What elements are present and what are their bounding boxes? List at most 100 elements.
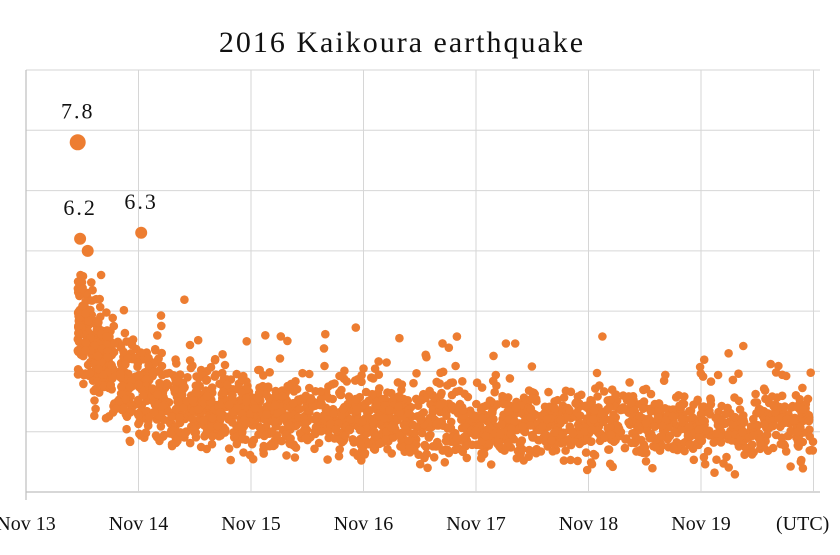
aftershock-point bbox=[795, 394, 804, 404]
aftershock-point bbox=[703, 446, 713, 456]
aftershock-point bbox=[94, 364, 103, 374]
aftershock-point bbox=[218, 387, 228, 397]
aftershock-point bbox=[440, 458, 450, 467]
aftershock-point bbox=[74, 345, 83, 355]
aftershock-point bbox=[417, 428, 427, 438]
aftershock-point bbox=[646, 389, 656, 399]
aftershock-point bbox=[668, 411, 677, 421]
main-shock-point bbox=[74, 232, 87, 245]
aftershock-point bbox=[174, 397, 183, 407]
aftershock-point bbox=[684, 422, 694, 431]
aftershock-point bbox=[527, 430, 537, 440]
aftershock-point bbox=[375, 438, 384, 448]
aftershock-point bbox=[89, 386, 99, 396]
aftershock-point bbox=[108, 374, 117, 383]
aftershock-point bbox=[447, 401, 457, 411]
aftershock-point bbox=[148, 367, 157, 377]
aftershock-point bbox=[598, 332, 607, 341]
aftershock-point bbox=[249, 435, 259, 445]
aftershock-point bbox=[321, 329, 330, 339]
aftershock-point bbox=[258, 381, 268, 391]
aftershock-point bbox=[90, 411, 99, 421]
aftershock-point bbox=[238, 434, 247, 444]
aftershock-point bbox=[526, 413, 535, 423]
aftershock-point bbox=[518, 422, 528, 431]
aftershock-point bbox=[706, 377, 716, 386]
aftershock-point bbox=[749, 414, 758, 424]
aftershock-point bbox=[676, 402, 685, 411]
aftershock-point bbox=[425, 386, 434, 396]
aftershock-point bbox=[582, 465, 592, 475]
aftershock-point bbox=[316, 400, 326, 410]
aftershock-point bbox=[157, 361, 167, 371]
aftershock-point bbox=[751, 389, 760, 399]
aftershock-point bbox=[220, 360, 230, 370]
aftershock-point bbox=[301, 433, 311, 443]
aftershock-point bbox=[581, 448, 591, 457]
aftershock-point bbox=[589, 415, 598, 424]
aftershock-point bbox=[385, 405, 394, 415]
aftershock-point bbox=[153, 390, 162, 399]
aftershock-point bbox=[208, 413, 217, 423]
aftershock-point bbox=[119, 347, 128, 357]
aftershock-point bbox=[295, 404, 305, 414]
aftershock-point bbox=[394, 402, 404, 411]
aftershock-point bbox=[224, 444, 234, 453]
aftershock-point bbox=[314, 438, 324, 448]
aftershock-point bbox=[769, 402, 778, 411]
aftershock-point bbox=[700, 459, 710, 469]
aftershock-point bbox=[103, 352, 112, 362]
x-tick-label: Nov 13 bbox=[0, 513, 56, 535]
aftershock-point bbox=[497, 420, 506, 429]
aftershock-point bbox=[190, 424, 199, 434]
aftershock-point bbox=[136, 348, 146, 357]
aftershock-point bbox=[486, 460, 496, 469]
aftershock-point bbox=[116, 373, 125, 382]
aftershock-point bbox=[335, 445, 345, 454]
aftershock-point bbox=[359, 364, 368, 373]
aftershock-point bbox=[379, 413, 389, 423]
aftershock-point bbox=[436, 391, 446, 400]
aftershock-point bbox=[87, 296, 97, 305]
aftershock-point bbox=[657, 432, 666, 441]
aftershock-point bbox=[185, 340, 195, 350]
aftershock-point bbox=[421, 350, 431, 360]
aftershock-point bbox=[310, 426, 320, 436]
aftershock-point bbox=[571, 399, 580, 408]
aftershock-point bbox=[277, 436, 286, 446]
aftershock-point bbox=[91, 404, 100, 414]
aftershock-point bbox=[422, 449, 432, 459]
aftershock-point bbox=[109, 321, 119, 331]
aftershock-point bbox=[78, 301, 87, 311]
aftershock-point bbox=[404, 436, 413, 445]
aftershock-point bbox=[360, 450, 370, 459]
aftershock-point bbox=[358, 417, 368, 426]
aftershock-point bbox=[81, 346, 90, 355]
aftershock-point bbox=[335, 388, 344, 398]
aftershock-point bbox=[460, 389, 469, 399]
aftershock-point bbox=[503, 406, 513, 416]
aftershock-point bbox=[566, 387, 576, 397]
aftershock-point bbox=[330, 379, 339, 388]
aftershock-point bbox=[134, 411, 143, 420]
aftershock-point bbox=[150, 344, 160, 354]
aftershock-point bbox=[228, 418, 237, 427]
aftershock-point bbox=[196, 442, 206, 452]
aftershock-point bbox=[191, 381, 201, 391]
aftershock-point bbox=[395, 431, 404, 440]
aftershock-point bbox=[79, 379, 88, 389]
aftershock-point bbox=[288, 398, 298, 408]
aftershock-point bbox=[724, 463, 733, 472]
aftershock-point bbox=[695, 362, 705, 372]
aftershock-point bbox=[650, 422, 660, 432]
aftershock-point bbox=[207, 439, 217, 449]
aftershock-point bbox=[241, 419, 251, 428]
aftershock-point bbox=[78, 271, 88, 281]
aftershock-point bbox=[185, 438, 195, 448]
aftershock-point bbox=[340, 366, 349, 376]
aftershock-point bbox=[239, 448, 248, 457]
aftershock-point bbox=[405, 443, 415, 452]
aftershock-point bbox=[387, 423, 397, 432]
aftershock-point bbox=[689, 455, 699, 465]
aftershock-point bbox=[266, 440, 275, 450]
